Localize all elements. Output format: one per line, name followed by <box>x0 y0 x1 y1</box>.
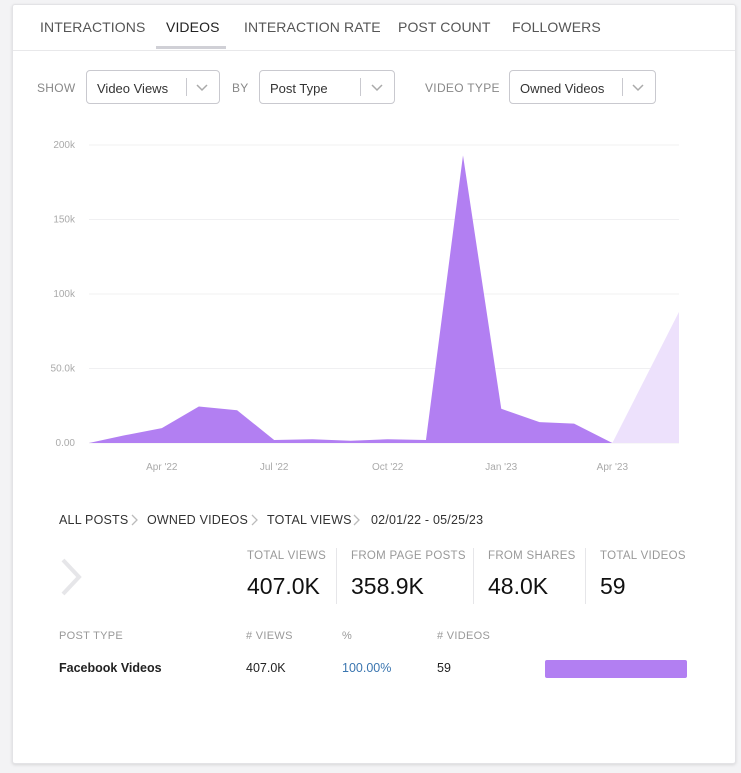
chevron-down-icon <box>632 84 644 92</box>
breadcrumb-date-range: 02/01/22 - 05/25/23 <box>371 513 484 527</box>
y-tick-label: 100k <box>53 289 76 300</box>
by-select-value: Post Type <box>270 81 328 96</box>
stat-label-from-shares: FROM SHARES <box>488 550 576 562</box>
stat-value-from-shares: 48.0K <box>488 573 549 599</box>
stat-label-total-views: TOTAL VIEWS <box>247 550 327 562</box>
table-header-percent: % <box>342 630 353 642</box>
stat-divider <box>585 548 586 604</box>
video-type-select[interactable]: Owned Videos <box>509 70 656 104</box>
stat-value-total-views: 407.0K <box>247 573 320 599</box>
breadcrumb-item-owned-videos[interactable]: OWNED VIDEOS <box>147 513 249 527</box>
stat-label-from-page-posts: FROM PAGE POSTS <box>351 550 466 562</box>
stat-value-total-videos: 59 <box>600 573 626 599</box>
stat-divider <box>473 548 474 604</box>
by-select[interactable]: Post Type <box>259 70 395 104</box>
stat-label-total-videos: TOTAL VIDEOS <box>600 550 686 562</box>
chevron-right-icon <box>131 514 138 526</box>
show-select-value: Video Views <box>97 81 169 96</box>
tab-post-count[interactable]: POST COUNT <box>398 19 491 35</box>
table-header-views: # VIEWS <box>246 630 293 642</box>
x-tick-label: Jul '22 <box>260 462 289 473</box>
y-tick-label: 150k <box>53 215 76 226</box>
chevron-right-large-icon[interactable] <box>59 557 85 597</box>
tab-interactions[interactable]: INTERACTIONS <box>40 19 146 35</box>
tab-interaction-rate[interactable]: INTERACTION RATE <box>244 19 381 35</box>
tab-bar: INTERACTIONS VIDEOS INTERACTION RATE POS… <box>13 5 735 51</box>
video-views-chart: 0.00 50.0k 100k 150k 200k Apr '22 Jul '22 Oct '… <box>51 140 679 473</box>
y-tick-label: 50.0k <box>51 364 76 375</box>
table-header-videos: # VIDEOS <box>437 630 491 642</box>
x-tick-label: Apr '23 <box>597 462 629 473</box>
chevron-right-icon <box>251 514 258 526</box>
select-separator <box>186 78 187 96</box>
chevron-right-icon <box>353 514 360 526</box>
show-select[interactable]: Video Views <box>86 70 220 104</box>
share-bar <box>545 660 687 678</box>
share-bar-fill <box>545 660 687 678</box>
by-label: BY <box>232 81 249 95</box>
area-series <box>89 155 613 443</box>
stat-value-from-page-posts: 358.9K <box>351 573 424 599</box>
y-tick-label: 200k <box>53 140 76 151</box>
select-separator <box>622 78 623 96</box>
stat-divider <box>336 548 337 604</box>
analytics-card: INTERACTIONS VIDEOS INTERACTION RATE POS… <box>12 4 736 764</box>
chevron-down-icon <box>371 84 383 92</box>
video-type-select-value: Owned Videos <box>520 81 605 96</box>
table-cell-percent[interactable]: 100.00% <box>342 661 392 675</box>
tab-videos[interactable]: VIDEOS <box>166 19 220 35</box>
table-cell-post-type[interactable]: Facebook Videos <box>59 661 162 675</box>
show-label: SHOW <box>37 81 76 95</box>
table-header-post-type: POST TYPE <box>59 630 124 642</box>
video-type-label: VIDEO TYPE <box>425 81 500 95</box>
y-tick-label: 0.00 <box>56 438 76 449</box>
table-cell-videos: 59 <box>437 661 451 675</box>
breadcrumb-item-all-posts[interactable]: ALL POSTS <box>59 513 129 527</box>
select-separator <box>360 78 361 96</box>
x-tick-label: Apr '22 <box>146 462 178 473</box>
breadcrumb-item-total-views[interactable]: TOTAL VIEWS <box>267 513 352 527</box>
table-cell-views: 407.0K <box>246 661 286 675</box>
tab-followers[interactable]: FOLLOWERS <box>512 19 601 35</box>
x-tick-label: Jan '23 <box>485 462 517 473</box>
x-tick-label: Oct '22 <box>372 462 404 473</box>
area-series-partial <box>612 311 679 443</box>
active-tab-indicator <box>156 46 226 49</box>
chevron-down-icon <box>196 84 208 92</box>
